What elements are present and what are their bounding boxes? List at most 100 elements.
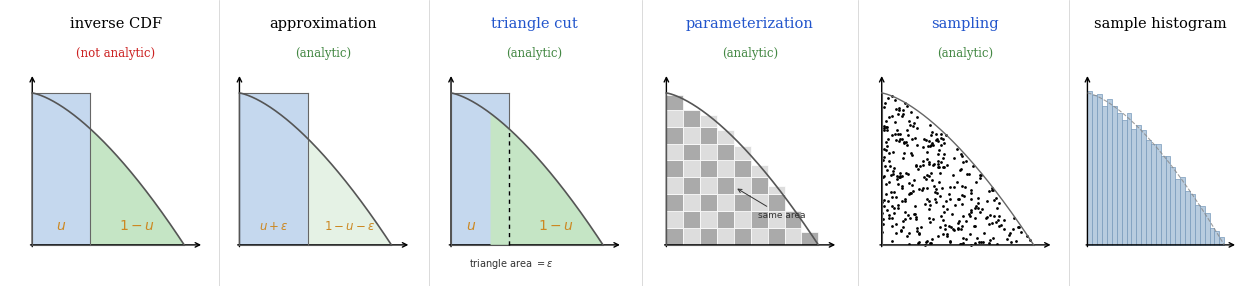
Point <box>896 140 916 144</box>
Point <box>916 186 936 190</box>
Point <box>923 141 943 146</box>
Point <box>916 150 936 154</box>
Point <box>919 207 939 211</box>
Point <box>909 232 929 237</box>
Point <box>933 137 953 141</box>
Point <box>964 224 984 229</box>
Point <box>900 191 920 195</box>
Point <box>918 144 938 149</box>
Point <box>899 231 919 235</box>
Point <box>879 213 899 217</box>
Point <box>928 234 948 238</box>
Bar <box>684 127 700 144</box>
Point <box>884 172 904 176</box>
Point <box>952 193 972 197</box>
Point <box>970 239 990 244</box>
Point <box>886 128 906 132</box>
Polygon shape <box>308 139 392 245</box>
Polygon shape <box>239 93 308 245</box>
Text: $u+\varepsilon$: $u+\varepsilon$ <box>259 220 288 233</box>
Point <box>950 241 970 246</box>
Text: $1-u-\varepsilon$: $1-u-\varepsilon$ <box>324 220 376 233</box>
Point <box>920 241 940 245</box>
Point <box>953 241 973 245</box>
Point <box>914 137 934 142</box>
Point <box>989 201 1009 205</box>
Point <box>940 239 960 243</box>
Polygon shape <box>451 93 508 245</box>
Bar <box>1088 92 1092 245</box>
Point <box>970 176 990 181</box>
Point <box>936 132 957 137</box>
Point <box>960 214 980 219</box>
Point <box>919 198 939 203</box>
Point <box>931 186 952 191</box>
Point <box>944 227 964 232</box>
Point <box>903 124 923 128</box>
Point <box>905 214 925 219</box>
Point <box>910 164 930 168</box>
Point <box>924 184 944 188</box>
Point <box>943 226 963 231</box>
Point <box>885 222 905 226</box>
Polygon shape <box>451 93 508 245</box>
Point <box>873 222 893 227</box>
Point <box>874 105 894 110</box>
Bar <box>1186 191 1189 245</box>
Point <box>923 177 943 182</box>
Point <box>920 144 940 149</box>
Point <box>994 227 1014 232</box>
Bar <box>684 144 700 160</box>
Point <box>970 172 990 177</box>
Point <box>963 164 983 168</box>
Point <box>879 180 899 185</box>
Bar <box>767 211 785 228</box>
Point <box>992 223 1012 227</box>
Point <box>962 243 982 247</box>
Point <box>930 171 950 176</box>
Point <box>914 159 934 164</box>
Bar <box>1176 179 1181 245</box>
Point <box>978 215 998 220</box>
Point <box>885 120 905 125</box>
Bar <box>1156 144 1161 245</box>
Point <box>916 197 936 201</box>
Point <box>940 185 960 189</box>
Point <box>893 225 913 229</box>
Point <box>875 101 895 106</box>
Point <box>923 143 943 148</box>
Point <box>942 225 962 229</box>
Point <box>943 172 963 177</box>
Point <box>988 242 1008 246</box>
Bar <box>734 211 751 228</box>
Point <box>906 217 926 221</box>
Point <box>939 191 959 196</box>
Point <box>883 94 903 99</box>
Bar <box>1166 156 1171 245</box>
Point <box>979 222 999 227</box>
Point <box>914 202 934 206</box>
Point <box>914 242 934 247</box>
Point <box>920 122 940 127</box>
Point <box>873 229 893 234</box>
Bar <box>1214 231 1219 245</box>
Point <box>983 188 1003 192</box>
Bar <box>700 160 717 177</box>
Point <box>925 197 945 202</box>
Point <box>953 235 973 240</box>
Point <box>878 125 898 129</box>
Polygon shape <box>491 114 508 245</box>
Point <box>940 240 960 245</box>
Point <box>886 176 906 181</box>
Bar <box>767 228 785 245</box>
Text: (analytic): (analytic) <box>507 47 562 60</box>
Bar <box>785 211 801 228</box>
Point <box>898 142 918 147</box>
Text: sample histogram: sample histogram <box>1094 17 1227 31</box>
Point <box>921 133 942 137</box>
Point <box>962 190 982 195</box>
Bar <box>1209 228 1214 245</box>
Point <box>925 132 945 137</box>
Point <box>893 219 913 223</box>
Bar <box>1092 95 1097 245</box>
